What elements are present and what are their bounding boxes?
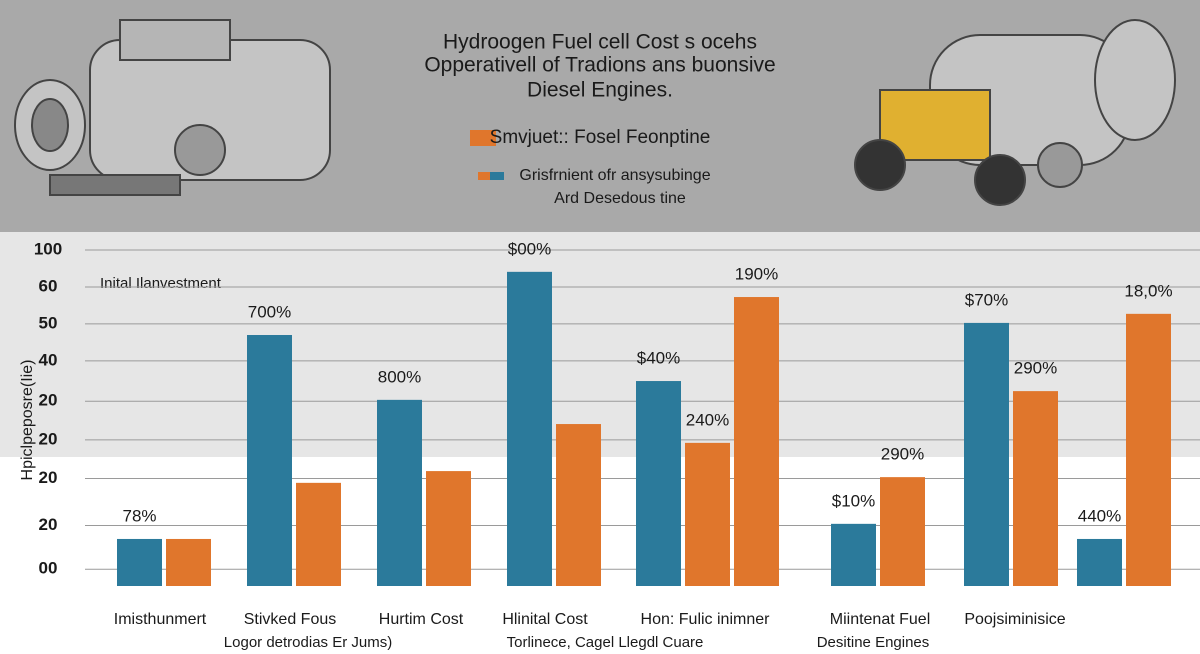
bar: [247, 335, 292, 586]
engine-illustration-right: [854, 19, 1176, 206]
bar: [1013, 391, 1058, 586]
bar-label: 800%: [378, 367, 421, 386]
bar: [880, 477, 925, 586]
y-axis-label: Hpiclpeposre(Iie): [19, 360, 36, 481]
y-tick-label: 20: [39, 468, 58, 487]
y-tick-label: 50: [39, 313, 58, 332]
x-tick-label: Imisthunmert: [114, 611, 207, 628]
x-tick-label: Hlinital Cost: [502, 611, 588, 628]
bar-label: $40%: [637, 349, 680, 368]
y-tick-label: 20: [39, 429, 58, 448]
bar-label: 290%: [881, 445, 924, 464]
y-tick-label: 20: [39, 391, 58, 410]
bar: [831, 523, 876, 586]
bar: [296, 482, 341, 586]
chart-title: Diesel Engines.: [527, 79, 673, 102]
bar-label: $10%: [832, 491, 875, 510]
y-tick-label: 20: [39, 515, 58, 534]
bar: [1126, 313, 1171, 586]
bar: [507, 271, 552, 586]
bar-label: 240%: [686, 410, 729, 429]
bar-label: 290%: [1014, 359, 1057, 378]
legend-label: Grisfrnient ofr ansysubinge: [519, 167, 710, 184]
bar-label: $00%: [508, 239, 551, 258]
engine-illustration-left: [14, 19, 331, 196]
chart-title: Opperativell of Tradions ans buonsive: [424, 54, 775, 77]
bar: [734, 297, 779, 586]
bar: [117, 538, 162, 586]
x-subtitle: Desitine Engines: [817, 634, 930, 651]
legend-swatch: [470, 130, 496, 146]
legend-label: Smvjuet:: Fosel Feonptine: [490, 127, 711, 148]
bar: [685, 442, 730, 586]
x-tick-label: Hurtim Cost: [379, 611, 464, 628]
x-tick-label: Stivked Fous: [244, 611, 336, 628]
x-tick-label: Hon: Fulic inimner: [641, 611, 771, 628]
bar-label: 78%: [122, 506, 156, 525]
bar: [377, 399, 422, 586]
bar-label: $70%: [965, 290, 1008, 309]
bar-label: 190%: [735, 265, 778, 284]
legend-label: Ard Desedous tine: [554, 190, 686, 207]
legend-swatch: [478, 172, 492, 180]
bar-label: 700%: [248, 302, 291, 321]
bar: [636, 381, 681, 586]
bar: [426, 471, 471, 586]
x-subtitle: Torlinece, Cagel Llegdl Cuare: [507, 634, 704, 651]
chart-title: Hydroogen Fuel cell Cost s ocehs: [443, 31, 757, 54]
bar-label: 18,0%: [1124, 281, 1172, 300]
bar: [964, 322, 1009, 586]
bar-label: 440%: [1078, 506, 1121, 525]
y-tick-label: 60: [39, 276, 58, 295]
y-tick-label: 40: [39, 350, 58, 369]
annotation: Inital Ilanvestment: [100, 275, 222, 292]
bar: [166, 538, 211, 586]
y-tick-label: 00: [39, 559, 58, 578]
bar: [556, 424, 601, 586]
bar: [1077, 538, 1122, 586]
legend-swatch: [490, 172, 504, 180]
x-subtitle: Logor detrodias Er Jums): [224, 634, 392, 651]
x-tick-label: Poojsiminisice: [964, 611, 1065, 628]
x-tick-label: Miintenat Fuel: [830, 611, 931, 628]
y-tick-label: 100: [34, 239, 62, 258]
